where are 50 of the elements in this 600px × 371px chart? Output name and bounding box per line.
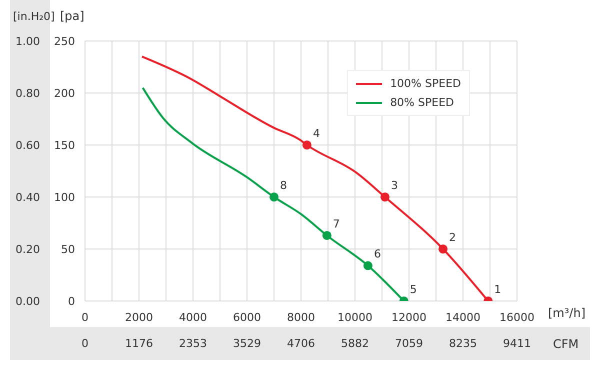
annotation: 8	[280, 179, 287, 192]
x2-tick-label: 4706	[286, 337, 316, 350]
x2-axis-title: CFM	[553, 337, 579, 351]
point	[438, 244, 448, 254]
y-tick-label: 250	[54, 34, 75, 48]
x-tick-label: 12000	[392, 310, 426, 324]
x2-tick-label: 2353	[178, 337, 208, 350]
x-tick-label: 14000	[446, 310, 480, 324]
x-tick-label: 4000	[179, 310, 207, 324]
y-tick-label: 200	[54, 86, 75, 100]
annotation: 7	[332, 217, 340, 230]
y-tick-label: 0	[68, 294, 75, 308]
y2-tick-label: 0.40	[16, 190, 40, 204]
x-tick-label: 10000	[338, 310, 372, 324]
x2-tick-label: 8235	[448, 337, 478, 350]
y2-tick-label: 0.60	[16, 138, 40, 152]
x2-tick-label: 5882	[340, 337, 370, 350]
x2-tick-label: 3529	[232, 337, 262, 350]
y2-tick-label: 0.00	[16, 294, 40, 308]
x-tick-label: 6000	[233, 310, 261, 324]
y2-tick-label: 0.80	[16, 86, 40, 100]
y2-tick-label: 1.00	[16, 34, 40, 48]
y-tick-label: 50	[61, 242, 75, 256]
x-tick-label: 16000	[500, 310, 534, 324]
y2-axis-title: [in.H₂0]	[13, 10, 55, 23]
x-axis-title: [m³/h]	[548, 306, 586, 320]
x2-tick-label: 9411	[502, 337, 532, 350]
annotation: 2	[449, 231, 456, 244]
annotation: 4	[312, 127, 320, 140]
point	[302, 140, 312, 150]
x2-tick-label: 7059	[394, 337, 424, 350]
x-tick-label: 0	[82, 310, 88, 324]
legend-label: 100% SPEED	[389, 76, 461, 92]
x2-tick-label: 0	[80, 337, 90, 350]
y-axis-title: [pa]	[60, 9, 84, 23]
annotation: 3	[390, 179, 398, 192]
x2-tick-label: 1176	[124, 337, 154, 350]
annotation: 6	[374, 248, 381, 261]
legend-label: 80% SPEED	[389, 95, 455, 111]
point	[380, 192, 390, 202]
point	[269, 192, 279, 202]
y-tick-label: 150	[54, 138, 75, 152]
annotation: 1	[494, 283, 502, 296]
annotation: 5	[410, 283, 417, 296]
y2-tick-label: 0.20	[16, 242, 40, 256]
x-tick-label: 8000	[287, 310, 315, 324]
x-tick-label: 2000	[125, 310, 153, 324]
point	[363, 261, 372, 270]
point	[322, 230, 332, 240]
y-tick-label: 100	[54, 190, 75, 204]
